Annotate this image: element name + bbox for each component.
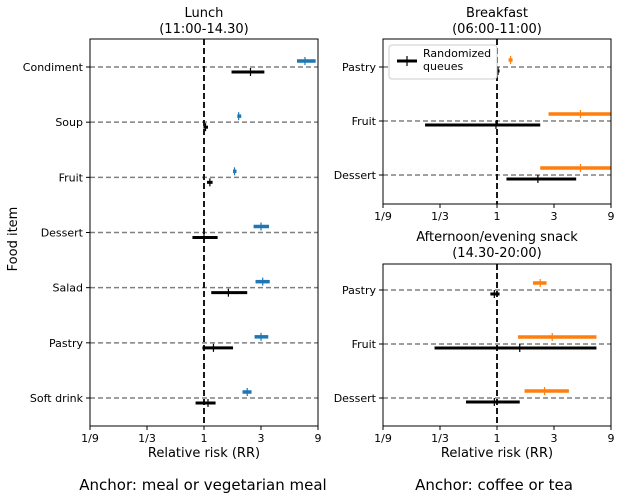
- legend-box: [388, 44, 498, 80]
- x-tick-label: 1: [494, 432, 501, 445]
- x-tick-label: 1/9: [374, 210, 392, 223]
- y-tick-label: Fruit: [352, 338, 377, 351]
- y-tick-label: Pastry: [342, 284, 376, 297]
- y-tick-label: Pastry: [342, 61, 376, 74]
- legend-label: queues: [423, 60, 463, 73]
- y-tick-label: Dessert: [334, 392, 377, 405]
- x-tick-label: 1: [494, 210, 501, 223]
- x-tick-label: 1: [201, 432, 208, 445]
- x-tick-label: 1/9: [81, 432, 99, 445]
- y-tick-label: Fruit: [59, 171, 84, 184]
- y-tick-label: Condiment: [23, 61, 84, 74]
- y-tick-label: Soup: [55, 116, 83, 129]
- anchor-caption-others: Anchor: coffee or tea: [415, 476, 573, 494]
- legend-label: Randomized: [423, 47, 491, 60]
- panel-lunch: Condiment Soup Fruit Dessert Salad Pastry Soft…: [23, 6, 322, 461]
- panel-title-breakfast: Breakfast: [466, 6, 528, 21]
- y-tick-label: Dessert: [334, 169, 377, 182]
- x-tick-label: 3: [551, 210, 558, 223]
- x-tick-label: 1/3: [431, 210, 449, 223]
- x-tick-label: 3: [258, 432, 265, 445]
- legend: Randomized queues: [388, 44, 498, 80]
- xlabel-lunch: Relative risk (RR): [148, 446, 260, 461]
- x-tick-label: 1/3: [431, 432, 449, 445]
- panel-title-snack: Afternoon/evening snack: [416, 230, 578, 245]
- y-tick-label: Salad: [52, 282, 83, 295]
- panel-snack: Pastry Fruit Dessert 1/9 1/3 1 3 9 Afternoon/eve…: [334, 230, 615, 461]
- x-tick-label: 1/9: [374, 432, 392, 445]
- x-tick-label: 9: [608, 432, 615, 445]
- ylabel-food-item: Food item: [6, 207, 21, 272]
- x-tick-label: 3: [551, 432, 558, 445]
- panel-title-snack: (14.30-20:00): [452, 246, 542, 261]
- xlabel-snack: Relative risk (RR): [441, 446, 553, 461]
- panel-breakfast: Pastry Fruit Dessert 1/9 1/3 1 3 9 Breakfast(06:…: [334, 6, 615, 223]
- y-tick-label: Soft drink: [30, 392, 84, 405]
- panel-title-lunch: (11:00-14.30): [159, 22, 249, 37]
- x-tick-label: 9: [315, 432, 322, 445]
- y-tick-label: Pastry: [49, 337, 83, 350]
- panel-title-lunch: Lunch: [185, 6, 224, 21]
- anchor-caption-lunch: Anchor: meal or vegetarian meal: [79, 476, 326, 494]
- y-tick-label: Fruit: [352, 115, 377, 128]
- x-tick-label: 1/3: [138, 432, 156, 445]
- y-tick-label: Dessert: [41, 227, 84, 240]
- x-tick-label: 9: [608, 210, 615, 223]
- panel-title-breakfast: (06:00-11:00): [452, 22, 542, 37]
